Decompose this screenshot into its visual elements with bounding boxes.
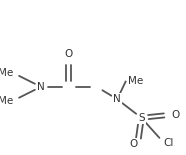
Text: O: O [171,110,179,120]
Text: N: N [37,82,45,92]
Text: O: O [129,139,138,149]
Text: Me: Me [128,76,144,86]
Text: Me: Me [0,96,13,106]
Text: S: S [138,113,145,123]
Text: O: O [65,49,73,59]
Text: Cl: Cl [164,138,174,148]
Text: Me: Me [0,68,13,78]
Text: N: N [113,94,121,104]
